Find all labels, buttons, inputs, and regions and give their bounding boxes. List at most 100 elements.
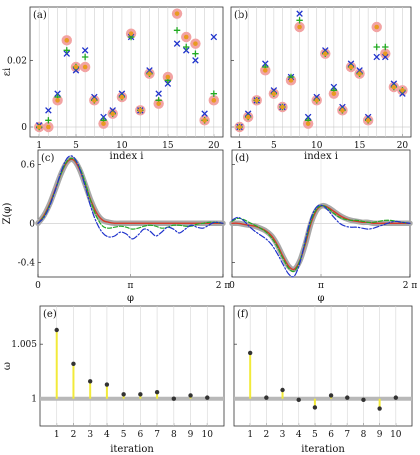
x-tick-label: 3 <box>280 430 286 440</box>
panel-label: (f) <box>237 309 249 320</box>
plot-frame <box>233 305 413 427</box>
x-tick-label: 6 <box>137 430 143 440</box>
marker-x <box>262 60 269 67</box>
bar-point <box>54 327 59 333</box>
marker-small-circle <box>245 114 251 120</box>
marker-x <box>201 110 208 117</box>
marker-plus <box>192 50 199 57</box>
bar-point <box>171 396 177 401</box>
plot-frame <box>39 305 225 427</box>
marker-x <box>100 113 107 121</box>
marker-small-circle <box>64 38 70 43</box>
marker-x <box>313 93 320 101</box>
marker-small-circle <box>374 24 380 30</box>
marker-small-circle <box>128 31 134 36</box>
x-tick-label: 7 <box>154 430 160 440</box>
marker-plus <box>63 47 70 54</box>
marker-small-circle <box>82 64 88 70</box>
x-tick-label: 1 <box>54 430 60 440</box>
marker-small-circle <box>211 98 217 103</box>
y-tick-label: 1.005 <box>11 340 37 350</box>
marker-x <box>72 67 80 74</box>
y-tick-label: 0 <box>21 123 27 133</box>
x-axis-label: iteration <box>110 444 154 455</box>
x-tick-label: 0 <box>35 281 41 291</box>
y-axis-label: εi <box>2 68 13 76</box>
marker-small-circle <box>46 124 51 130</box>
x-tick-label: 1 <box>247 430 253 440</box>
marker-x <box>182 47 190 54</box>
x-tick-label: 4 <box>296 430 302 440</box>
marker-small-circle <box>348 64 354 70</box>
marker-small-circle <box>55 98 60 103</box>
marker-x <box>210 33 218 41</box>
marker-small-circle <box>340 108 345 113</box>
marker-x <box>155 90 162 97</box>
marker-small-circle <box>73 64 79 70</box>
marker-x <box>244 110 252 117</box>
bar-point <box>393 395 399 400</box>
marker-x <box>364 113 372 121</box>
marker-small-circle <box>331 91 337 96</box>
marker-plus <box>210 90 218 97</box>
x-tick-label: 15 <box>162 141 174 151</box>
panel-e: (e) 1 2 3 4 5 6 7 8 9 10 1 1.005 iteration ω <box>2 305 225 455</box>
y-axis-label: Z(φ) <box>2 203 13 225</box>
bar-point <box>280 387 285 393</box>
marker-small-circle <box>36 124 42 130</box>
x-tick-label: 5 <box>73 141 79 151</box>
marker-plus <box>45 117 52 124</box>
x-tick-label: 20 <box>208 141 220 151</box>
marker-small-circle <box>391 84 397 90</box>
marker-x <box>109 107 116 114</box>
marker-small-circle <box>237 124 242 130</box>
marker-x <box>192 57 199 64</box>
marker-small-circle <box>119 94 125 100</box>
marker-small-circle <box>174 11 180 16</box>
series-line-dashed-green <box>231 205 411 273</box>
bar-point <box>104 382 110 387</box>
marker-small-circle <box>147 71 152 76</box>
marker-small-circle <box>400 88 405 93</box>
series-line-dashed-green <box>37 157 224 230</box>
marker-plus <box>183 43 190 51</box>
marker-plus <box>373 43 380 51</box>
marker-plus <box>81 53 89 61</box>
marker-small-circle <box>110 111 116 116</box>
marker-plus <box>173 27 181 34</box>
marker-x <box>54 90 61 97</box>
marker-small-circle <box>305 121 311 126</box>
panel-label: (c) <box>41 153 55 164</box>
x-tick-label: 5 <box>312 430 318 440</box>
marker-small-circle <box>165 74 171 80</box>
bar-point <box>247 350 253 356</box>
x-tick-label: 1 <box>237 141 243 151</box>
marker-x <box>356 67 363 74</box>
marker-x <box>330 83 338 91</box>
bar-point <box>205 395 210 400</box>
marker-small-circle <box>297 24 302 30</box>
marker-plus <box>382 43 389 51</box>
x-tick-label: 10 <box>116 141 128 151</box>
bar-point <box>345 395 350 400</box>
x-tick-label: 10 <box>202 430 214 440</box>
y-axis-label: ω <box>2 362 13 370</box>
marker-small-circle <box>280 104 285 110</box>
bar-point <box>188 393 193 398</box>
y-tick-label: 1 <box>31 395 37 405</box>
x-tick-label: 9 <box>377 430 383 440</box>
x-tick-label: 0 <box>229 281 235 291</box>
plot-frame <box>29 6 224 138</box>
marker-x <box>81 47 89 54</box>
x-tick-label: 9 <box>188 430 194 440</box>
marker-x <box>390 80 398 87</box>
x-tick-label: 10 <box>390 430 402 440</box>
marker-small-circle <box>262 68 268 73</box>
marker-x <box>347 60 355 67</box>
marker-small-circle <box>254 98 260 103</box>
marker-x <box>373 53 380 61</box>
marker-small-circle <box>137 108 143 113</box>
x-tick-label: 2 <box>263 430 269 440</box>
